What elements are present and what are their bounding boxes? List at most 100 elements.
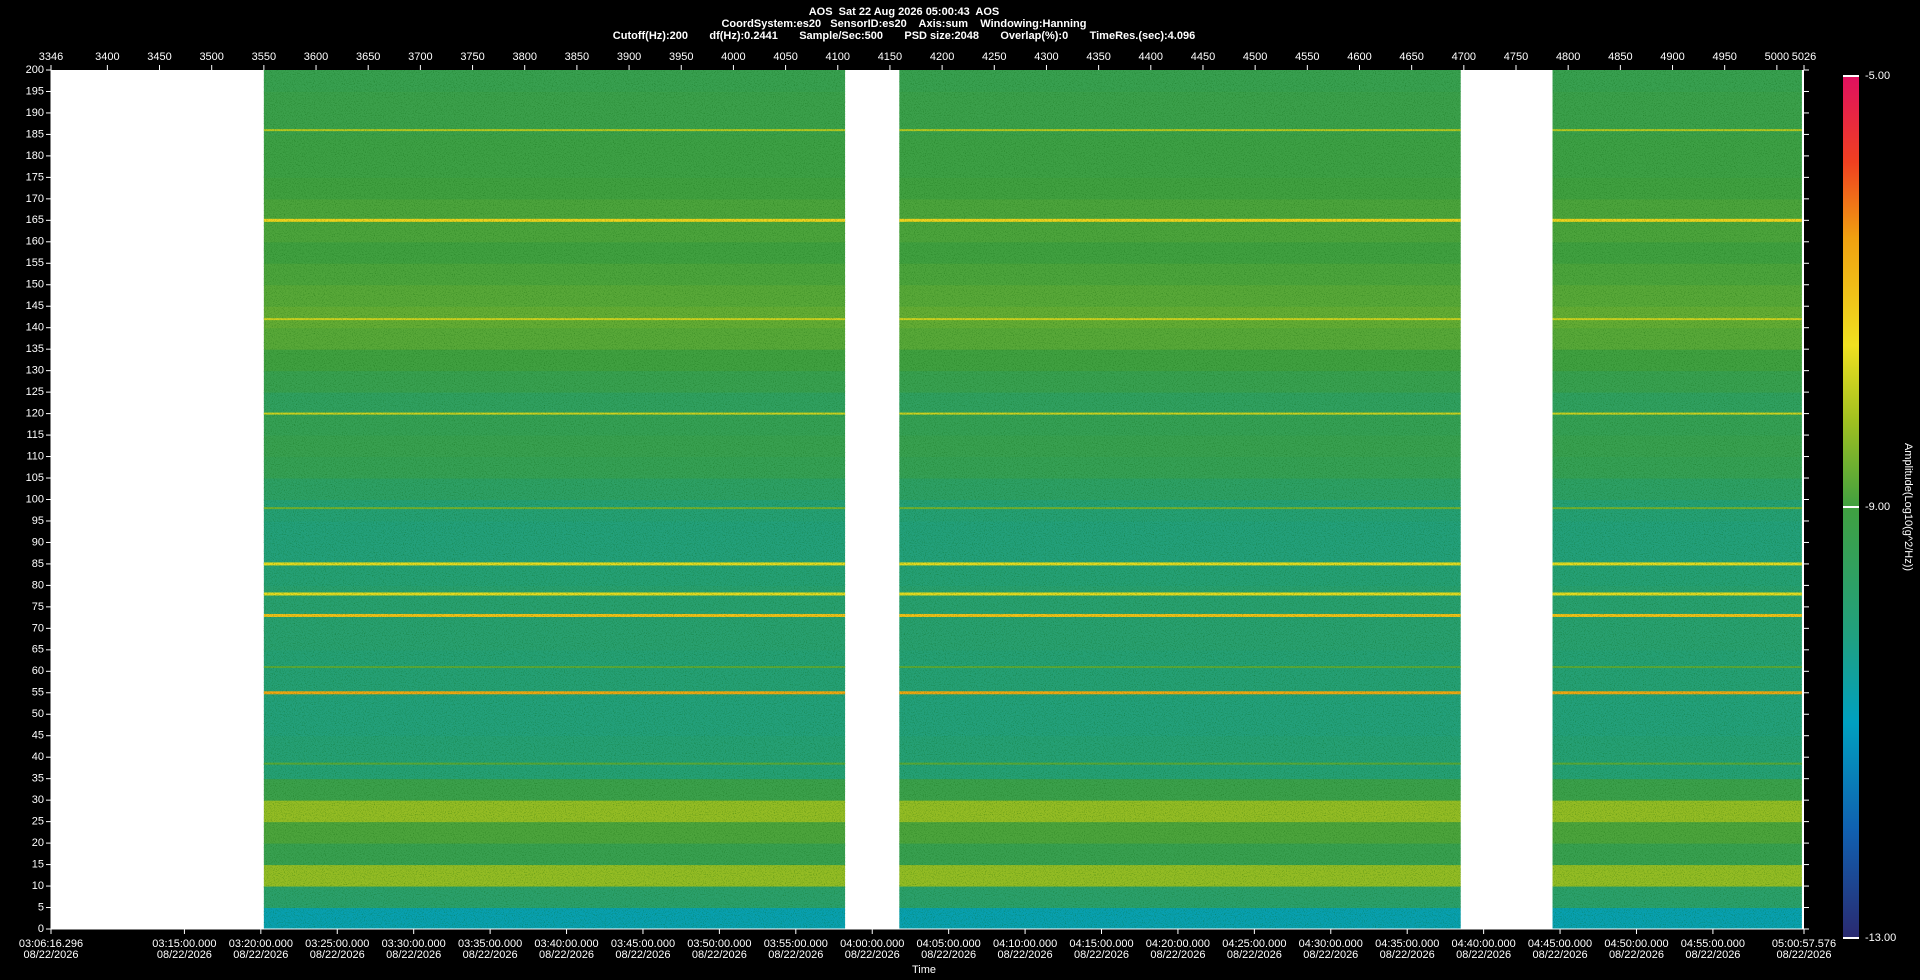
top-x-tick-label: 3400: [95, 51, 119, 63]
top-x-tick-label: 4750: [1504, 51, 1528, 63]
y-tick-label: 120: [26, 408, 44, 420]
x-tick-label: 04:55:00.000: [1681, 938, 1745, 950]
top-x-tick-label: 4650: [1399, 51, 1423, 63]
x-tick-label: 04:45:00.000: [1528, 938, 1592, 950]
x-tick-label: 04:00:00.000: [840, 938, 904, 950]
colorbar-tick-label: -5.00: [1865, 70, 1890, 82]
top-x-tick-label: 4150: [878, 51, 902, 63]
y-tick-label: 95: [32, 515, 44, 527]
y-tick-label: 195: [26, 85, 44, 97]
y-tick-label: 180: [26, 150, 44, 162]
top-x-tick-label: 4900: [1660, 51, 1684, 63]
y-tick-label: 115: [26, 429, 44, 441]
y-tick-label: 20: [32, 837, 44, 849]
chart-info: Cutoff(Hz):200 df(Hz):0.2441 Sample/Sec:…: [613, 30, 1195, 42]
y-tick-label: 35: [32, 773, 44, 785]
top-x-tick-label: 3650: [356, 51, 380, 63]
y-tick-label: 70: [32, 622, 44, 634]
y-tick-label: 85: [32, 558, 44, 570]
x-tick-date: 08/22/2026: [768, 949, 823, 961]
y-tick-label: 105: [26, 472, 44, 484]
x-tick-date: 08/22/2026: [692, 949, 747, 961]
top-x-tick-label: 3346: [39, 51, 63, 63]
top-x-tick-label: 4000: [721, 51, 745, 63]
x-tick-label: 03:55:00.000: [764, 938, 828, 950]
x-tick-date: 08/22/2026: [845, 949, 900, 961]
top-x-tick-label: 4350: [1086, 51, 1110, 63]
x-tick-label: 04:40:00.000: [1452, 938, 1516, 950]
y-tick-label: 170: [26, 193, 44, 205]
y-tick-label: 5: [38, 901, 44, 913]
y-tick-label: 15: [32, 858, 44, 870]
x-tick-label: 04:25:00.000: [1222, 938, 1286, 950]
y-tick-label: 150: [26, 279, 44, 291]
x-tick-date: 08/22/2026: [1150, 949, 1205, 961]
y-tick-label: 65: [32, 644, 44, 656]
y-tick-label: 135: [26, 343, 44, 355]
top-x-tick-label: 3700: [408, 51, 432, 63]
top-x-tick-label: 4600: [1347, 51, 1371, 63]
x-tick-label: 04:10:00.000: [993, 938, 1057, 950]
chart-subtitle: CoordSystem:es20 SensorID:es20 Axis:sum …: [721, 18, 1086, 30]
x-tick-label: 03:06:16.296: [19, 938, 83, 950]
top-x-tick-label: 4800: [1556, 51, 1580, 63]
top-x-tick-label: 4400: [1139, 51, 1163, 63]
y-tick-label: 60: [32, 665, 44, 677]
top-x-tick-label: 4250: [982, 51, 1006, 63]
y-tick-label: 130: [26, 365, 44, 377]
y-tick-label: 190: [26, 107, 44, 119]
x-tick-label: 03:40:00.000: [534, 938, 598, 950]
top-x-tick-label: 4450: [1191, 51, 1215, 63]
colorbar-tick-label: -13.00: [1865, 932, 1896, 944]
top-x-tick-label: 3900: [617, 51, 641, 63]
top-x-tick-label: 3600: [304, 51, 328, 63]
x-tick-date: 08/22/2026: [1380, 949, 1435, 961]
y-tick-label: 200: [26, 64, 44, 76]
y-tick-label: 185: [26, 128, 44, 140]
x-tick-date: 08/22/2026: [615, 949, 670, 961]
x-tick-date: 08/22/2026: [1074, 949, 1129, 961]
y-tick-label: 145: [26, 300, 44, 312]
top-x-tick-label: 3950: [669, 51, 693, 63]
x-tick-date: 08/22/2026: [1609, 949, 1664, 961]
y-tick-label: 50: [32, 708, 44, 720]
top-x-tick-label: 4850: [1608, 51, 1632, 63]
y-tick-label: 90: [32, 536, 44, 548]
top-x-tick-label: 3500: [199, 51, 223, 63]
colorbar-label: Amplitude(Log10(g^2/Hz)): [1902, 443, 1914, 571]
x-tick-date: 08/22/2026: [463, 949, 518, 961]
chart-title: AOS Sat 22 Aug 2026 05:00:43 AOS: [809, 6, 1000, 18]
y-tick-label: 80: [32, 579, 44, 591]
top-x-tick-label: 4550: [1295, 51, 1319, 63]
y-tick-label: 55: [32, 687, 44, 699]
x-tick-label: 03:25:00.000: [305, 938, 369, 950]
x-tick-label: 03:50:00.000: [687, 938, 751, 950]
top-x-tick-label: 4050: [773, 51, 797, 63]
y-tick-label: 0: [38, 923, 44, 935]
x-tick-date: 08/22/2026: [1456, 949, 1511, 961]
x-tick-label: 03:45:00.000: [611, 938, 675, 950]
top-x-tick-label: 3850: [565, 51, 589, 63]
y-tick-label: 155: [26, 257, 44, 269]
x-tick-label: 03:15:00.000: [152, 938, 216, 950]
texture: [1552, 70, 1802, 929]
x-tick-date: 08/22/2026: [23, 949, 78, 961]
x-tick-label: 04:35:00.000: [1375, 938, 1439, 950]
y-tick-label: 30: [32, 794, 44, 806]
y-tick-label: 10: [32, 880, 44, 892]
x-tick-label: 04:50:00.000: [1604, 938, 1668, 950]
y-tick-label: 110: [26, 450, 44, 462]
top-x-tick-label: 3450: [147, 51, 171, 63]
x-tick-date: 08/22/2026: [1303, 949, 1358, 961]
x-tick-label: 04:15:00.000: [1069, 938, 1133, 950]
x-tick-date: 08/22/2026: [1227, 949, 1282, 961]
top-x-tick-label: 3550: [252, 51, 276, 63]
x-tick-date: 08/22/2026: [1685, 949, 1740, 961]
colorbar-tick-label: -9.00: [1865, 501, 1890, 513]
x-axis-label: Time: [912, 964, 936, 976]
x-tick-date: 08/22/2026: [310, 949, 365, 961]
texture: [899, 70, 1461, 929]
y-tick-label: 100: [26, 493, 44, 505]
